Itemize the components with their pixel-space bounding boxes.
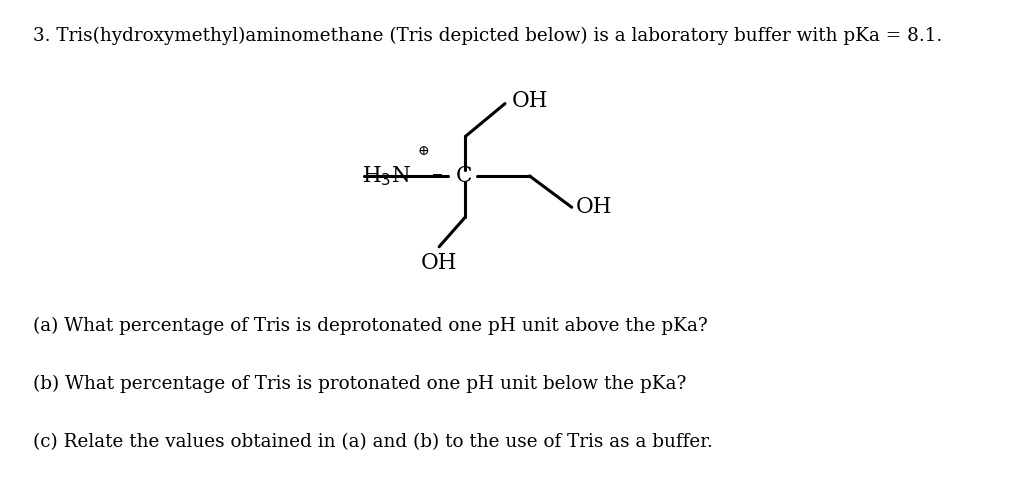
Text: OH: OH xyxy=(421,252,458,274)
Text: ⊕: ⊕ xyxy=(418,144,429,158)
Text: H$_3$N: H$_3$N xyxy=(361,164,411,187)
Text: 3. Tris(hydroxymethyl)aminomethane (Tris depicted below) is a laboratory buffer : 3. Tris(hydroxymethyl)aminomethane (Tris… xyxy=(34,27,943,45)
Text: C: C xyxy=(456,165,472,187)
Text: OH: OH xyxy=(512,90,549,112)
Text: –: – xyxy=(432,165,442,187)
Text: (a) What percentage of Tris is deprotonated one pH unit above the pKa?: (a) What percentage of Tris is deprotona… xyxy=(34,317,709,335)
Text: (b) What percentage of Tris is protonated one pH unit below the pKa?: (b) What percentage of Tris is protonate… xyxy=(34,375,687,393)
Text: (c) Relate the values obtained in (a) and (b) to the use of Tris as a buffer.: (c) Relate the values obtained in (a) an… xyxy=(34,433,714,451)
Text: OH: OH xyxy=(577,196,612,218)
